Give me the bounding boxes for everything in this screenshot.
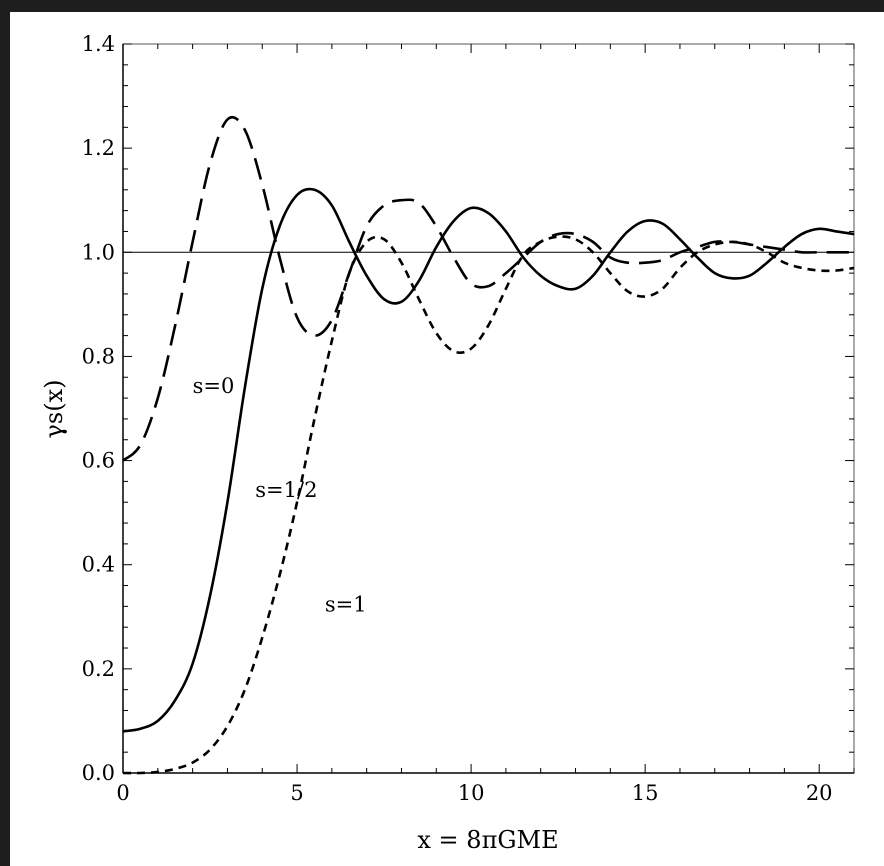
x-tick-label: 10 [458,781,485,805]
x-tick-label: 5 [290,781,303,805]
y-tick-label: 0.8 [82,344,115,368]
x-tick-label: 15 [632,781,659,805]
y-tick-label: 0.6 [82,449,115,473]
series-line-1 [122,115,854,462]
series-lines [122,115,855,775]
x-tick-label: 20 [806,781,833,805]
x-axis-title: x = 8πGME [417,826,558,854]
y-tick-label: 0.4 [82,553,115,577]
series-line-3 [122,235,855,775]
y-tick-label: 1.2 [82,136,115,160]
line-chart: 0 5 10 15 20 0.0 0.2 0.4 0.6 0.8 1.0 1.2 1.4 s=0 s=1/… [40,32,855,854]
axis-ticks [122,43,855,774]
tick-labels: 0 5 10 15 20 0.0 0.2 0.4 0.6 0.8 1.0 1.2 1.4 [82,32,833,805]
y-tick-label: 0.2 [82,657,115,681]
series-annotations: s=0 s=1/2 s=1 [193,374,367,617]
series-annotation-3: s=1 [325,593,367,617]
y-axis-title: γs(x) [40,380,68,439]
series-line-2 [122,187,855,733]
series-annotation-1: s=0 [193,374,235,398]
axes [122,44,854,774]
y-tick-label: 0.0 [82,761,115,785]
x-tick-label: 0 [116,781,129,805]
plot-frame [122,43,855,774]
series-annotation-2: s=1/2 [255,478,317,502]
chart-figure: 0 5 10 15 20 0.0 0.2 0.4 0.6 0.8 1.0 1.2 1.4 s=0 s=1/… [10,12,884,866]
y-tick-label: 1.0 [82,240,115,264]
y-tick-label: 1.4 [82,32,115,56]
